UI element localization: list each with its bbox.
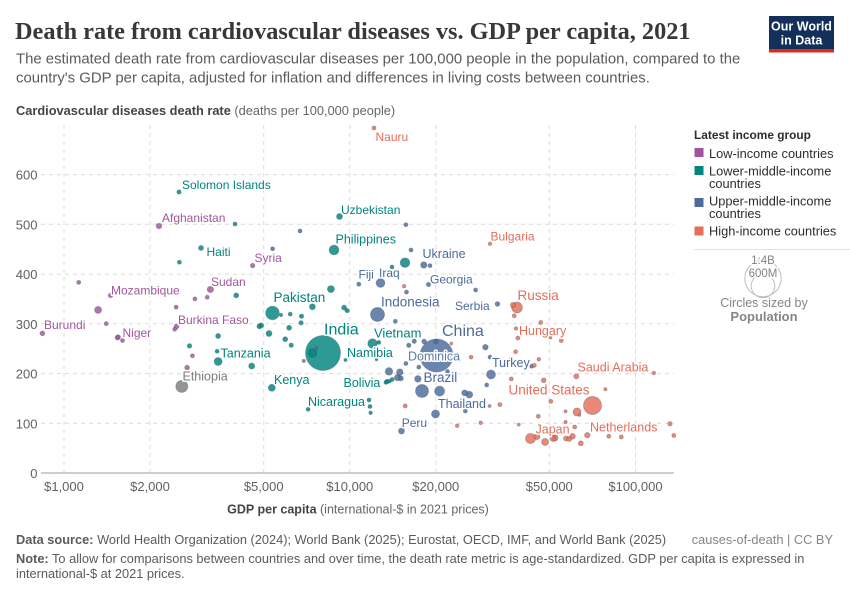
svg-text:Brazil: Brazil [424, 370, 458, 385]
svg-text:Kenya: Kenya [274, 373, 309, 387]
svg-text:China: China [442, 323, 484, 340]
svg-text:Niger: Niger [123, 326, 152, 340]
svg-text:countries: countries [709, 176, 761, 191]
svg-text:Iraq: Iraq [379, 266, 400, 280]
svg-text:$10,000: $10,000 [326, 479, 373, 494]
svg-text:Our World: Our World [771, 20, 832, 34]
svg-text:Bulgaria: Bulgaria [491, 230, 535, 244]
svg-text:Syria: Syria [255, 251, 283, 265]
svg-text:countries: countries [709, 206, 761, 221]
svg-text:Georgia: Georgia [430, 273, 473, 287]
svg-text:Low-income countries: Low-income countries [709, 146, 833, 161]
svg-text:$100,000: $100,000 [608, 479, 662, 494]
svg-text:Lower-middle-income: Lower-middle-income [709, 164, 831, 179]
svg-text:Dominica: Dominica [408, 350, 460, 364]
svg-text:in Data: in Data [781, 34, 824, 48]
svg-text:Nicaragua: Nicaragua [308, 395, 365, 409]
svg-text:Afghanistan: Afghanistan [162, 211, 225, 225]
svg-text:Data source: World Health Orga: Data source: World Health Organization (… [16, 532, 666, 547]
svg-text:300: 300 [16, 317, 38, 332]
svg-text:India: India [324, 322, 359, 339]
svg-text:Bolivia: Bolivia [344, 376, 381, 390]
svg-text:Burkina Faso: Burkina Faso [178, 313, 249, 327]
svg-text:United States: United States [509, 383, 590, 398]
svg-text:Vietnam: Vietnam [374, 326, 421, 341]
svg-text:Turkey: Turkey [492, 356, 530, 370]
svg-text:$5,000: $5,000 [244, 479, 284, 494]
svg-text:Fiji: Fiji [359, 268, 374, 282]
svg-text:Haiti: Haiti [207, 245, 231, 259]
svg-text:Ukraine: Ukraine [423, 247, 466, 261]
svg-text:100: 100 [16, 416, 38, 431]
svg-text:Note: To allow for comparisons: Note: To allow for comparisons between c… [16, 551, 804, 566]
svg-text:1:4B: 1:4B [751, 255, 775, 267]
svg-text:Burundi: Burundi [44, 318, 85, 332]
svg-text:Thailand: Thailand [438, 397, 486, 411]
svg-text:$50,000: $50,000 [526, 479, 573, 494]
svg-text:Indonesia: Indonesia [381, 295, 440, 310]
svg-text:Serbia: Serbia [455, 299, 490, 313]
svg-text:Circles sized by: Circles sized by [720, 296, 808, 310]
svg-text:Namibia: Namibia [347, 346, 393, 360]
svg-text:Latest income group: Latest income group [694, 128, 811, 142]
svg-text:Tanzania: Tanzania [221, 347, 271, 361]
svg-text:Cardiovascular diseases death: Cardiovascular diseases death rate (deat… [16, 103, 395, 118]
svg-text:Peru: Peru [402, 416, 427, 430]
svg-text:500: 500 [16, 217, 38, 232]
svg-text:Sudan: Sudan [211, 275, 246, 289]
svg-text:Japan: Japan [536, 423, 570, 437]
svg-text:Upper-middle-income: Upper-middle-income [709, 194, 831, 209]
svg-text:High-income countries: High-income countries [709, 224, 836, 239]
svg-text:Philippines: Philippines [336, 233, 396, 247]
svg-text:international-$ at 2021 prices: international-$ at 2021 prices. [16, 566, 185, 581]
svg-text:Solomon Islands: Solomon Islands [182, 178, 271, 192]
svg-text:causes-of-death | CC BY: causes-of-death | CC BY [692, 532, 834, 547]
svg-text:$1,000: $1,000 [44, 479, 84, 494]
svg-text:$20,000: $20,000 [412, 479, 459, 494]
svg-text:Russia: Russia [518, 288, 560, 303]
svg-text:Death rate from cardiovascular: Death rate from cardiovascular diseases … [15, 18, 691, 45]
svg-text:The estimated death rate from: The estimated death rate from cardiovasc… [16, 52, 740, 68]
svg-text:Nauru: Nauru [376, 130, 409, 144]
svg-text:$2,000: $2,000 [130, 479, 170, 494]
svg-text:0: 0 [30, 466, 37, 481]
svg-text:400: 400 [16, 267, 38, 282]
svg-text:country's GDP per capita, adju: country's GDP per capita, adjusted for i… [16, 71, 650, 87]
svg-text:Mozambique: Mozambique [111, 284, 180, 298]
svg-text:200: 200 [16, 367, 38, 382]
svg-text:Population: Population [730, 309, 797, 324]
svg-text:Netherlands: Netherlands [590, 421, 657, 435]
svg-text:Hungary: Hungary [519, 324, 567, 338]
svg-text:Uzbekistan: Uzbekistan [341, 203, 400, 217]
svg-text:Saudi Arabia: Saudi Arabia [578, 361, 649, 375]
svg-text:Pakistan: Pakistan [274, 290, 326, 305]
svg-text:600M: 600M [749, 268, 778, 280]
svg-text:Ethiopia: Ethiopia [183, 370, 228, 384]
svg-text:600: 600 [16, 168, 38, 183]
svg-text:GDP per capita (international-: GDP per capita (international-$ in 2021 … [227, 503, 489, 517]
